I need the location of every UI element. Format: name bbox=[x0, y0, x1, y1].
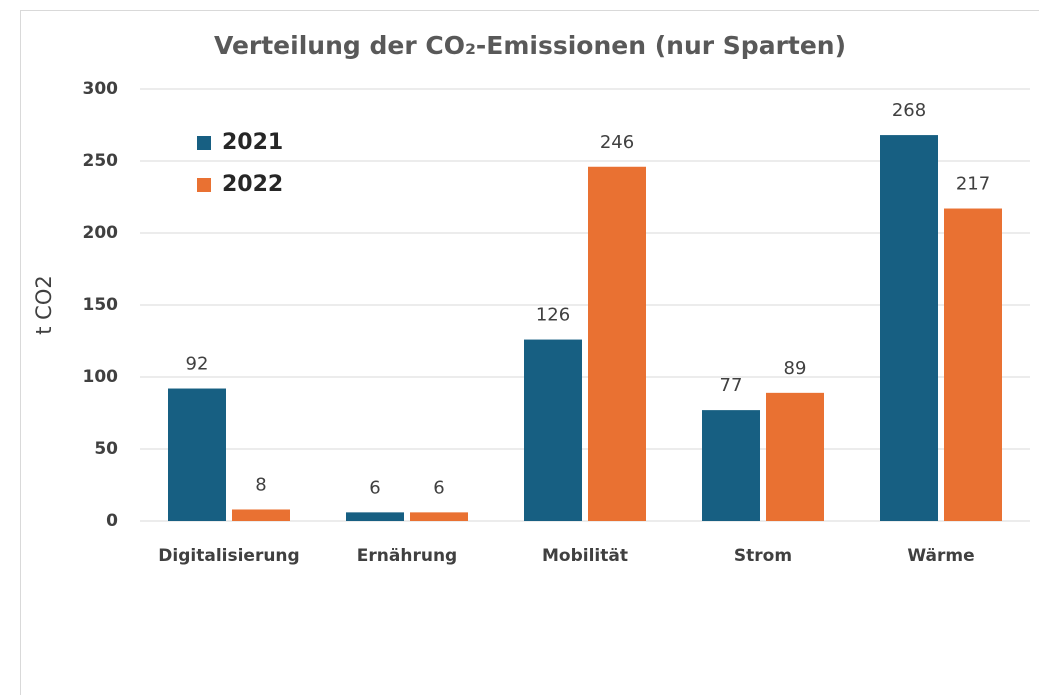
value-label: 92 bbox=[186, 354, 209, 375]
bar bbox=[410, 512, 468, 521]
y-tick-label: 300 bbox=[83, 79, 119, 99]
x-tick-label: Wärme bbox=[907, 546, 974, 566]
value-label: 126 bbox=[536, 305, 570, 326]
y-tick-label: 50 bbox=[94, 439, 118, 459]
value-label: 6 bbox=[369, 477, 380, 498]
y-tick-label: 250 bbox=[83, 151, 119, 171]
bar bbox=[588, 166, 646, 521]
y-tick-label: 100 bbox=[83, 367, 119, 387]
value-label: 8 bbox=[255, 474, 266, 495]
y-axis-label: t CO2 bbox=[32, 275, 56, 334]
legend-swatch bbox=[197, 136, 211, 150]
bar bbox=[346, 512, 404, 521]
value-label: 6 bbox=[433, 477, 444, 498]
bar bbox=[168, 388, 226, 521]
y-tick-label: 150 bbox=[83, 295, 119, 315]
x-tick-label: Strom bbox=[734, 546, 792, 566]
value-label: 77 bbox=[720, 375, 743, 396]
legend-label: 2021 bbox=[222, 130, 283, 155]
value-label: 217 bbox=[956, 174, 990, 195]
value-label: 246 bbox=[600, 132, 634, 153]
chart-title: Verteilung der CO₂-Emissionen (nur Spart… bbox=[214, 31, 846, 60]
legend-swatch bbox=[197, 178, 211, 192]
value-label: 268 bbox=[892, 100, 926, 121]
y-tick-label: 0 bbox=[106, 511, 118, 531]
x-tick-label: Digitalisierung bbox=[158, 546, 299, 566]
bar bbox=[766, 392, 824, 521]
value-label: 89 bbox=[784, 358, 807, 379]
bar bbox=[702, 410, 760, 521]
bar bbox=[880, 135, 938, 521]
x-tick-label: Mobilität bbox=[542, 546, 628, 566]
y-tick-label: 200 bbox=[83, 223, 119, 243]
bar bbox=[524, 339, 582, 521]
legend-label: 2022 bbox=[222, 172, 283, 197]
bar bbox=[944, 208, 1002, 521]
x-tick-label: Ernährung bbox=[357, 546, 457, 566]
bar bbox=[232, 509, 290, 521]
